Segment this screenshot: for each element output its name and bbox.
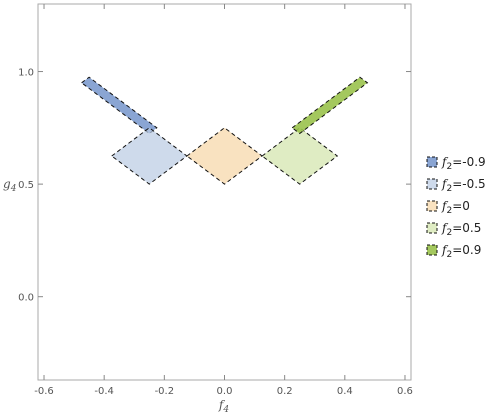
y-tick-label: 0.0 xyxy=(18,293,34,304)
y-tick-label: 0.5 xyxy=(18,180,34,191)
legend: f2=-0.9 f2=-0.5 f2=0 f2=0.5 f2=0.9 xyxy=(426,155,486,260)
legend-swatch xyxy=(426,156,438,168)
legend-swatch xyxy=(426,222,438,234)
legend-label: f2=0.9 xyxy=(441,243,481,260)
legend-label: f2=0.5 xyxy=(441,221,481,238)
legend-swatch xyxy=(426,244,438,256)
x-tick-label: -0.6 xyxy=(34,386,54,397)
legend-label: f2=-0.9 xyxy=(441,155,486,172)
y-ticks: 0.0 0.5 1.0 xyxy=(18,68,411,304)
region-f2-0p9 xyxy=(291,76,369,135)
x-axis-title: f4 xyxy=(218,398,229,415)
x-tick-label: 0.2 xyxy=(277,386,293,397)
legend-swatch xyxy=(426,178,438,190)
x-tick-label: 0.0 xyxy=(217,386,233,397)
regions-layer xyxy=(80,76,369,185)
x-tick-label: 0.4 xyxy=(337,386,353,397)
plot-frame xyxy=(37,3,412,381)
x-ticks: -0.6 -0.4 -0.2 0.0 0.2 0.4 0.6 xyxy=(34,4,413,397)
legend-label: f2=-0.5 xyxy=(441,177,486,194)
y-axis-title: g4 xyxy=(3,177,17,194)
x-tick-label: 0.6 xyxy=(397,386,413,397)
region-f2-neg0p9 xyxy=(80,76,158,135)
legend-label: f2=0 xyxy=(441,199,470,216)
x-tick-label: -0.4 xyxy=(94,386,114,397)
x-tick-label: -0.2 xyxy=(155,386,175,397)
y-tick-label: 1.0 xyxy=(18,68,34,79)
region-f2-0p5 xyxy=(261,127,339,185)
legend-swatch xyxy=(426,200,438,212)
